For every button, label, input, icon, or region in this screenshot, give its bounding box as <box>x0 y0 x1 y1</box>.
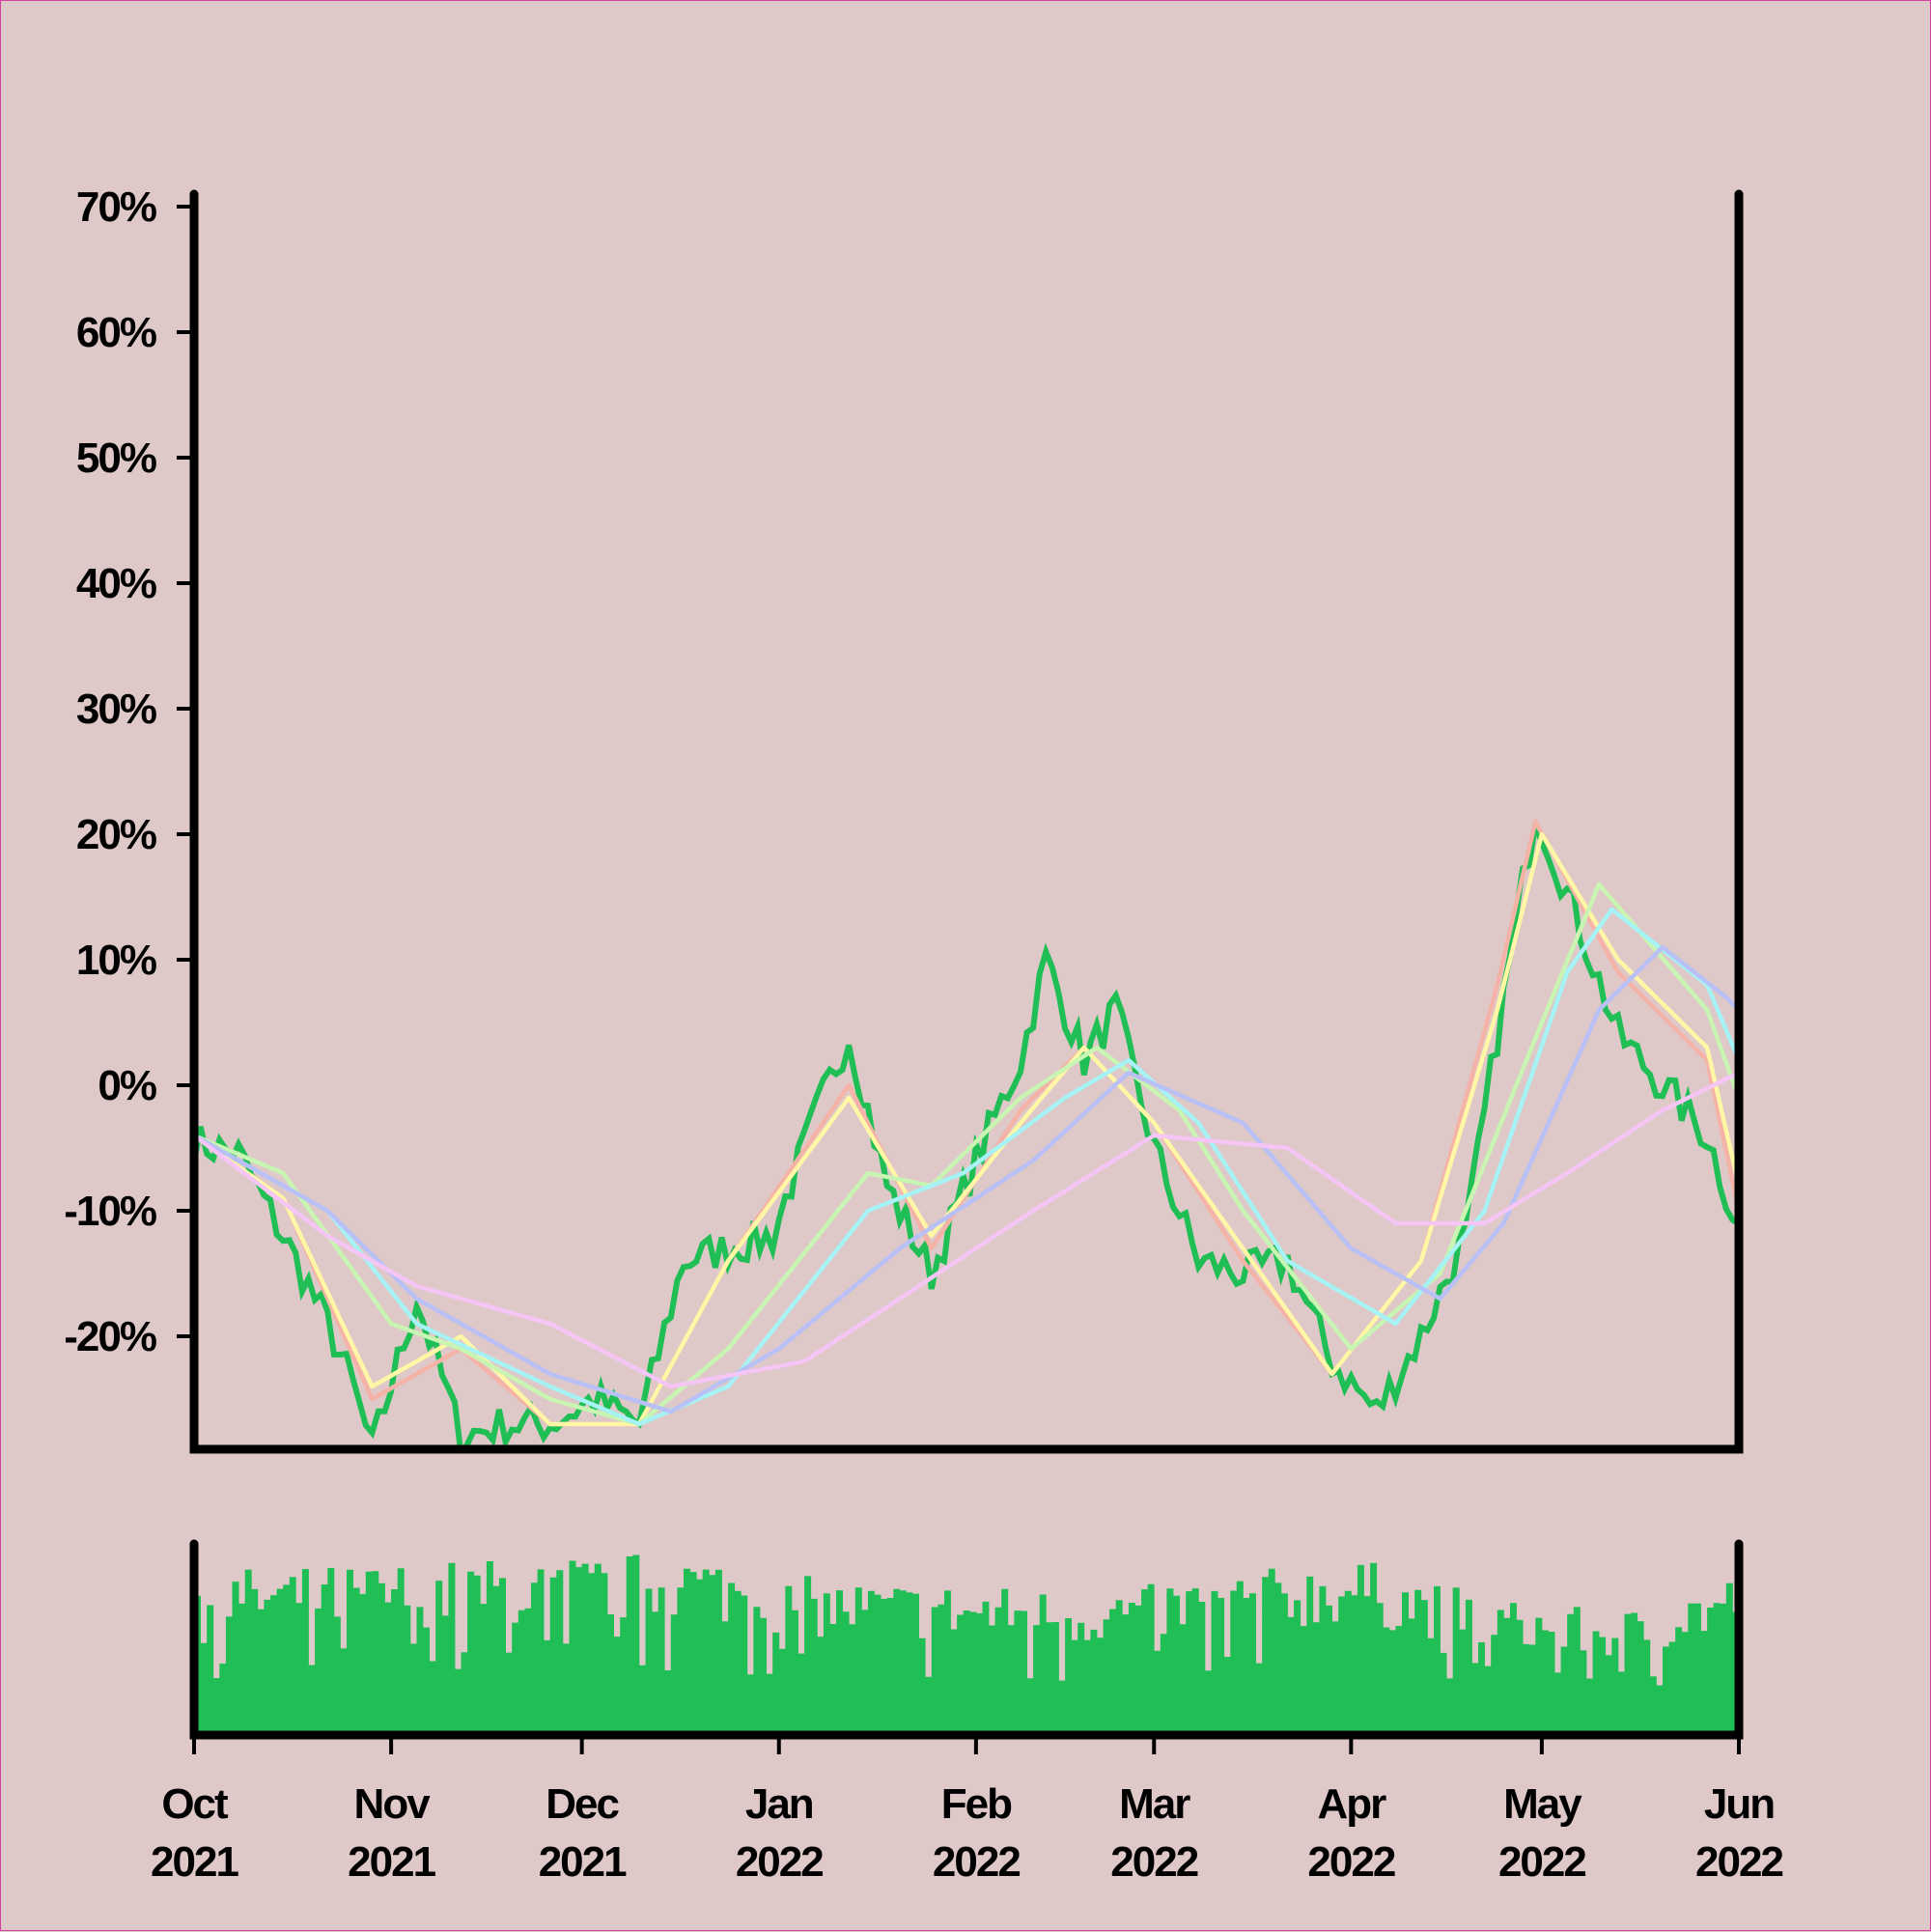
x-tick-year-label: 2022 <box>1498 1838 1585 1886</box>
axes <box>189 189 1744 1740</box>
price-series <box>194 823 1739 1449</box>
x-tick-year-label: 2021 <box>151 1838 238 1886</box>
y-axis-ticks: 70% 60% 50% 40% 30% 20% 10% 0% -10% -20% <box>64 183 194 1360</box>
x-tick-month-label: Mar <box>1119 1780 1190 1828</box>
y-tick-label: -10% <box>64 1188 156 1235</box>
ma-90-line <box>194 1070 1739 1389</box>
x-tick-month-label: Feb <box>941 1780 1012 1828</box>
volume-axes-frame <box>189 1539 1744 1740</box>
y-tick-label: 0% <box>98 1062 155 1109</box>
x-tick-year-label: 2021 <box>539 1838 627 1886</box>
y-tick-label: 40% <box>76 560 156 607</box>
y-tick-label: 10% <box>76 937 156 984</box>
x-tick-year-label: 2022 <box>1695 1838 1782 1886</box>
price-axes-frame <box>189 189 1744 1454</box>
ma-30-line <box>194 907 1739 1427</box>
y-tick-label: 30% <box>76 686 156 733</box>
x-tick-month-label: May <box>1503 1780 1582 1828</box>
x-tick-month-label: Nov <box>354 1780 432 1828</box>
x-tick-month-label: Oct <box>161 1780 229 1828</box>
y-tick-label: 70% <box>76 183 156 231</box>
x-tick-year-label: 2021 <box>348 1838 435 1886</box>
volume-bars <box>194 1554 1740 1735</box>
moving-averages <box>194 819 1739 1427</box>
y-tick-label: 50% <box>76 434 156 482</box>
y-tick-label: -20% <box>64 1313 156 1360</box>
ma-20-line <box>194 882 1739 1427</box>
x-tick-month-label: Jun <box>1704 1780 1774 1828</box>
x-tick-year-label: 2022 <box>1110 1838 1197 1886</box>
y-tick-label: 20% <box>76 811 156 858</box>
x-tick-month-label: Dec <box>546 1780 619 1828</box>
volume-bar-series <box>194 1554 1740 1735</box>
x-tick-month-label: Apr <box>1317 1780 1386 1828</box>
x-tick-year-label: 2022 <box>933 1838 1020 1886</box>
y-tick-label: 60% <box>76 309 156 356</box>
x-tick-year-label: 2022 <box>736 1838 823 1886</box>
price-line <box>194 823 1739 1449</box>
ma-60-line <box>194 944 1739 1414</box>
x-tick-month-label: Jan <box>745 1780 813 1828</box>
x-tick-year-label: 2022 <box>1307 1838 1394 1886</box>
x-axis-ticks: Oct 2021 Nov 2021 Dec 2021 Jan 2022 Feb 2022 Mar 20… <box>151 1735 1784 1886</box>
